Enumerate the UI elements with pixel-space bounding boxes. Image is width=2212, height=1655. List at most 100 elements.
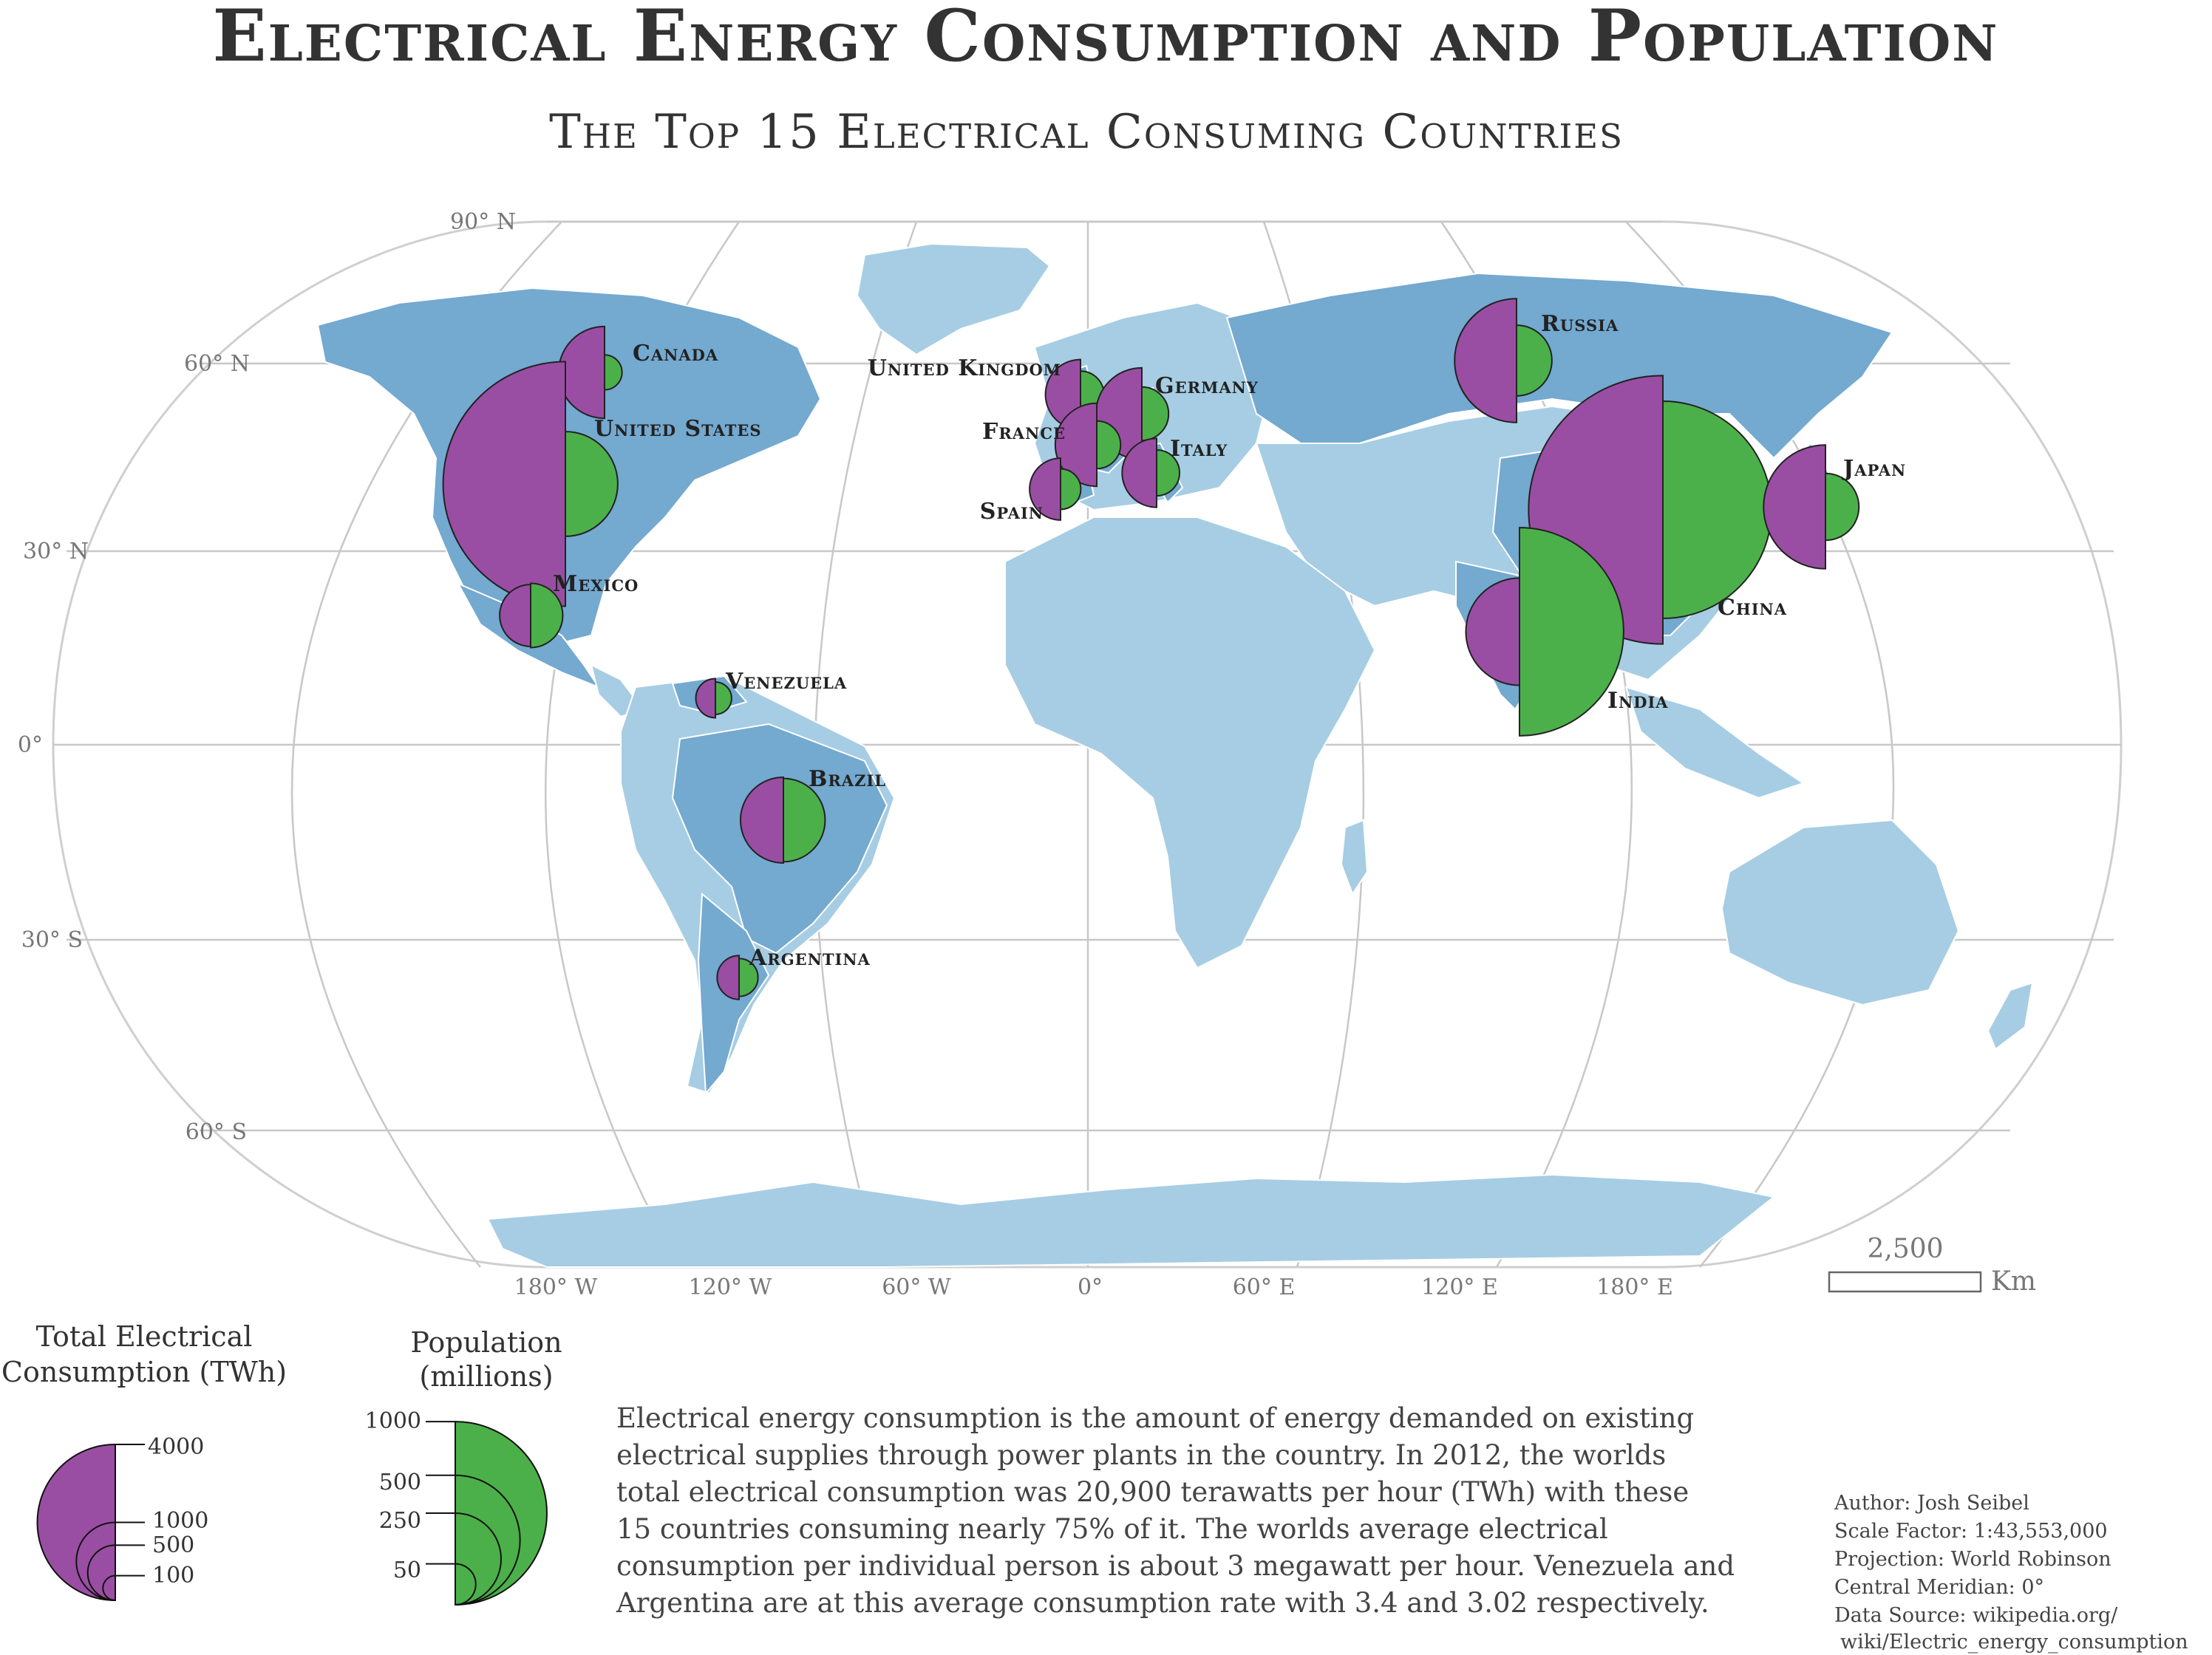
map-title: Electrical Energy Consumption and Popula… bbox=[213, 0, 1999, 78]
credit-projection: Projection: World Robinson bbox=[1834, 1548, 2111, 1571]
description: Electrical energy consumption is the amo… bbox=[616, 1402, 1735, 1619]
legend-population-ring-250 bbox=[455, 1512, 502, 1606]
country-label-germany: Germany bbox=[1155, 373, 1259, 399]
country-label-united-kingdom: United Kingdom bbox=[868, 355, 1061, 381]
population-half-mexico bbox=[530, 582, 564, 649]
consumption-half-venezuela bbox=[695, 678, 716, 719]
consumption-half-spain bbox=[1029, 457, 1061, 521]
credits: Author: Josh Seibel Scale Factor: 1:43,5… bbox=[1834, 1492, 2188, 1654]
land-antarctica bbox=[486, 1173, 1776, 1268]
scale-bar-unit: Km bbox=[1991, 1266, 2036, 1297]
country-symbol-italy bbox=[1121, 437, 1180, 508]
lat-label-30s: 30° S bbox=[21, 927, 83, 953]
country-labels: Canada United States Mexico Venezuela Brazil… bbox=[553, 311, 1906, 971]
legend-consumption-tick-100: 100 bbox=[152, 1563, 194, 1589]
legend-consumption-ring-4000 bbox=[36, 1444, 116, 1602]
consumption-half-france bbox=[1054, 402, 1098, 488]
legend-population-title-1: Population bbox=[410, 1326, 562, 1359]
legend-consumption-title-2: Consumption (TWh) bbox=[1, 1356, 287, 1388]
land-australia bbox=[1721, 819, 1960, 1006]
country-label-brazil: Brazil bbox=[809, 766, 886, 792]
land-greenland bbox=[856, 242, 1051, 356]
legend-consumption-title-1: Total Electrical bbox=[36, 1320, 253, 1353]
land-new-zealand bbox=[1987, 981, 2034, 1051]
lon-label-60w: 60° W bbox=[882, 1274, 951, 1300]
legend-population-shapes bbox=[426, 1421, 548, 1606]
consumption-half-argentina bbox=[716, 955, 740, 1000]
population-half-brazil bbox=[783, 777, 826, 863]
credit-scale-factor: Scale Factor: 1:43,553,000 bbox=[1834, 1520, 2108, 1543]
lon-label-0: 0° bbox=[1078, 1274, 1103, 1300]
country-label-india: India bbox=[1607, 688, 1669, 714]
population-half-united-states bbox=[565, 431, 619, 537]
country-symbol-united-states bbox=[442, 361, 619, 607]
legend-population-tick-250: 250 bbox=[379, 1508, 421, 1534]
description-line: Electrical energy consumption is the amo… bbox=[616, 1402, 1694, 1434]
country-label-spain: Spain bbox=[980, 499, 1044, 525]
legend-consumption-tick-500: 500 bbox=[152, 1532, 194, 1558]
population-half-spain bbox=[1060, 468, 1082, 511]
credit-central-meridian: Central Meridian: 0° bbox=[1834, 1576, 2044, 1599]
population-half-venezuela bbox=[715, 681, 732, 715]
country-label-mexico: Mexico bbox=[553, 571, 639, 597]
legend-population-ring-1000 bbox=[455, 1421, 548, 1606]
credit-data-source-url: wiki/Electric_energy_consumption bbox=[1840, 1631, 2188, 1654]
legend-population: Population (millions) 1000 500 250 50 bbox=[365, 1326, 562, 1606]
country-label-russia: Russia bbox=[1541, 311, 1619, 337]
consumption-half-japan bbox=[1763, 444, 1826, 570]
legend-consumption-tick-4000: 4000 bbox=[148, 1434, 204, 1460]
country-label-italy: Italy bbox=[1170, 436, 1228, 462]
country-label-canada: Canada bbox=[633, 341, 718, 366]
country-symbol-russia bbox=[1454, 298, 1553, 423]
legend-consumption-ring-100 bbox=[102, 1574, 116, 1602]
scale-bar-value: 2,500 bbox=[1867, 1234, 1943, 1264]
scale-bar-box bbox=[1828, 1271, 1982, 1293]
consumption-half-mexico bbox=[499, 584, 531, 647]
country-symbols bbox=[442, 298, 1860, 1000]
consumption-half-italy bbox=[1121, 437, 1157, 508]
legend-consumption: Total Electrical Consumption (TWh) 4000 … bbox=[1, 1320, 287, 1602]
legend-population-tick-1000: 1000 bbox=[365, 1408, 421, 1434]
legend-population-tick-500: 500 bbox=[379, 1470, 421, 1495]
country-symbol-spain bbox=[1029, 457, 1082, 521]
country-label-united-states: United States bbox=[594, 416, 762, 442]
legend-consumption-shapes bbox=[36, 1444, 145, 1602]
land-madagascar bbox=[1340, 819, 1369, 896]
country-label-argentina: Argentina bbox=[749, 945, 871, 971]
land-southeast-asia bbox=[1624, 686, 1806, 799]
longitude-labels: 180° W 120° W 60° W 0° 60° E 120° E 180°… bbox=[514, 1274, 1673, 1300]
country-label-japan: Japan bbox=[1841, 456, 1906, 482]
population-half-argentina bbox=[738, 958, 759, 997]
population-half-canada bbox=[604, 354, 623, 391]
legend-consumption-tick-1000: 1000 bbox=[152, 1508, 208, 1534]
legend-population-ring-50 bbox=[455, 1563, 477, 1606]
country-label-france: France bbox=[982, 419, 1066, 445]
country-symbol-argentina bbox=[716, 955, 759, 1000]
lat-label-90n: 90° N bbox=[450, 209, 516, 235]
map-subtitle: The Top 15 Electrical Consuming Countrie… bbox=[549, 105, 1624, 160]
country-symbol-mexico bbox=[499, 582, 564, 649]
country-symbol-brazil bbox=[740, 776, 826, 864]
consumption-half-russia bbox=[1454, 298, 1517, 423]
country-symbol-japan bbox=[1763, 444, 1860, 570]
legend-population-ring-500 bbox=[455, 1474, 521, 1606]
credit-author: Author: Josh Seibel bbox=[1834, 1492, 2029, 1515]
scale-bar: 2,500 Km bbox=[1828, 1234, 2036, 1297]
lat-label-60s: 60° S bbox=[186, 1119, 247, 1145]
description-line: Argentina are at this average consumptio… bbox=[616, 1587, 1709, 1619]
lat-label-60n: 60° N bbox=[184, 351, 250, 377]
description-line: electrical supplies through power plants… bbox=[616, 1439, 1666, 1471]
description-line: 15 countries consuming nearly 75% of it.… bbox=[616, 1513, 1608, 1545]
population-half-india bbox=[1519, 527, 1624, 737]
lat-label-30n: 30° N bbox=[23, 539, 89, 564]
country-symbol-venezuela bbox=[695, 678, 732, 719]
lon-label-180e: 180° E bbox=[1596, 1274, 1673, 1300]
legend-consumption-ring-500 bbox=[86, 1544, 116, 1602]
legend-population-tick-50: 50 bbox=[393, 1557, 421, 1583]
country-symbol-india bbox=[1465, 527, 1624, 737]
description-line: total electrical consumption was 20,900 … bbox=[616, 1476, 1689, 1508]
country-symbol-france bbox=[1054, 402, 1122, 488]
lon-label-120e: 120° E bbox=[1421, 1274, 1498, 1300]
